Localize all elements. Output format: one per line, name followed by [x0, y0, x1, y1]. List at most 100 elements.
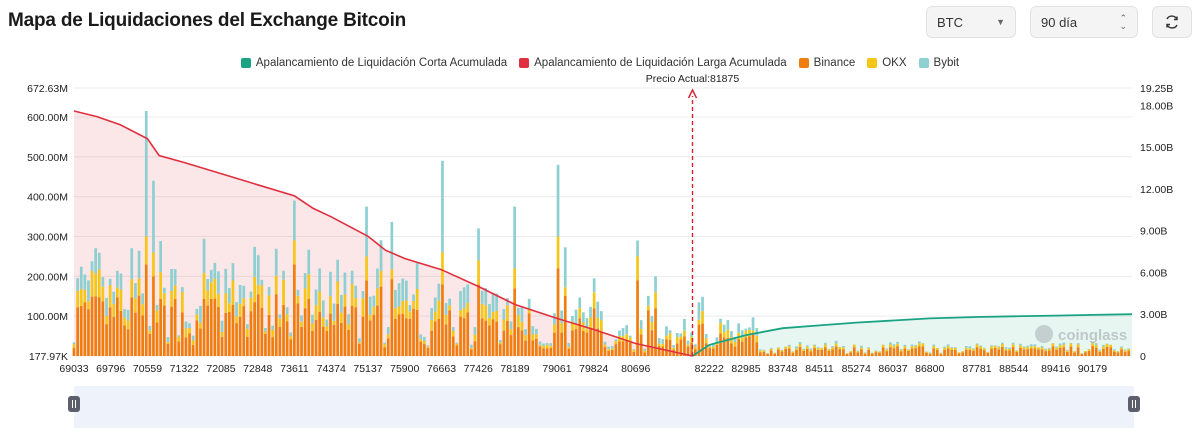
- bar-bybit: [119, 273, 123, 290]
- bar-okx: [488, 317, 491, 326]
- legend-label: OKX: [882, 57, 907, 69]
- bar-bybit: [325, 319, 329, 327]
- bar-okx: [441, 252, 444, 285]
- bar-okx: [477, 260, 480, 285]
- bar-okx: [1058, 345, 1062, 348]
- bar-binance: [361, 316, 365, 356]
- bar-okx: [340, 312, 343, 323]
- bar-binance: [148, 333, 152, 356]
- bar-okx: [141, 304, 144, 316]
- bar-bybit: [513, 206, 516, 269]
- bar-binance: [874, 352, 878, 356]
- legend-item[interactable]: Apalancamiento de Liquidación Corta Acum…: [240, 57, 507, 69]
- bar-bybit: [585, 318, 589, 329]
- bar-okx: [303, 288, 307, 309]
- legend-item[interactable]: Bybit: [918, 57, 959, 69]
- bar-binance: [737, 339, 740, 356]
- bar-bybit: [455, 342, 459, 344]
- bar-binance: [852, 347, 856, 356]
- bar-okx: [354, 298, 358, 308]
- legend-swatch: [918, 58, 929, 68]
- bar-binance: [1127, 350, 1131, 356]
- bar-okx: [444, 314, 448, 325]
- bar-binance: [347, 330, 350, 356]
- bar-bybit: [712, 344, 715, 347]
- bar-bybit: [975, 343, 979, 345]
- bar-okx: [1073, 351, 1076, 353]
- bar-binance: [213, 298, 217, 356]
- bar-binance: [105, 324, 108, 356]
- bar-bybit: [491, 292, 495, 312]
- bar-binance: [401, 313, 405, 356]
- range-slider[interactable]: [74, 386, 1134, 428]
- bar-okx: [982, 348, 986, 351]
- bar-binance: [126, 329, 130, 356]
- bar-okx: [329, 296, 332, 314]
- bar-okx: [683, 330, 686, 337]
- bar-bybit: [495, 293, 498, 311]
- bar-bybit: [336, 259, 339, 282]
- bar-okx: [712, 346, 715, 349]
- x-tick-label: 70559: [133, 363, 162, 375]
- bar-binance: [520, 330, 524, 356]
- bar-okx: [802, 349, 805, 351]
- slider-handle-left[interactable]: [68, 396, 80, 412]
- bar-binance: [1004, 350, 1008, 356]
- bar-binance: [596, 328, 600, 356]
- bar-binance: [769, 350, 773, 356]
- chart-legend: Apalancamiento de Liquidación Corta Acum…: [0, 57, 1200, 69]
- legend-item[interactable]: Apalancamiento de Liquidación Larga Acum…: [519, 57, 787, 69]
- bar-bybit: [480, 290, 484, 304]
- bar-bybit: [209, 269, 213, 283]
- range-select-value: 90 día: [1041, 14, 1078, 30]
- bar-binance: [437, 318, 441, 356]
- bar-binance: [397, 314, 401, 356]
- bar-binance: [1047, 350, 1051, 356]
- bar-binance: [311, 330, 314, 356]
- bar-binance: [498, 344, 502, 356]
- bar-binance: [488, 325, 491, 356]
- refresh-button[interactable]: [1152, 6, 1192, 38]
- slider-handle-right[interactable]: [1128, 396, 1140, 412]
- bar-bybit: [220, 320, 224, 332]
- bar-okx: [336, 281, 339, 304]
- bar-okx: [1080, 353, 1084, 354]
- bar-bybit: [358, 338, 361, 343]
- bar-bybit: [444, 303, 448, 315]
- bar-okx: [600, 320, 603, 332]
- bar-binance: [112, 316, 116, 356]
- range-select[interactable]: 90 día ⌃ ⌄: [1030, 6, 1138, 38]
- bar-binance: [773, 353, 777, 356]
- bar-binance: [170, 306, 173, 356]
- bar-binance: [379, 286, 383, 356]
- bar-bybit: [166, 337, 170, 342]
- bar-bybit: [813, 344, 816, 346]
- legend-item[interactable]: OKX: [867, 57, 907, 69]
- bar-binance: [513, 288, 516, 356]
- bar-okx: [957, 352, 961, 354]
- x-tick-label: 83748: [768, 363, 797, 375]
- bar-bybit: [188, 323, 191, 328]
- y-right-tick-label: 19.25B: [1140, 83, 1173, 95]
- bar-okx: [834, 343, 838, 347]
- bar-okx: [986, 352, 990, 353]
- coin-select[interactable]: BTC ▼: [926, 6, 1016, 38]
- bar-bybit: [787, 344, 791, 347]
- bar-bybit: [556, 164, 560, 237]
- bar-bybit: [498, 340, 502, 343]
- y-left-tick-label: 100.00M: [27, 311, 68, 323]
- bar-bybit: [1008, 347, 1011, 349]
- bar-okx: [76, 291, 79, 308]
- bar-bybit: [531, 326, 535, 335]
- bar-bybit: [982, 347, 986, 349]
- bar-bybit: [293, 200, 296, 241]
- legend-item[interactable]: Binance: [798, 57, 855, 69]
- bar-binance: [885, 351, 889, 356]
- bar-okx: [256, 284, 260, 295]
- bar-bybit: [473, 327, 477, 335]
- bar-bybit: [217, 271, 220, 294]
- bar-okx: [809, 349, 813, 352]
- bar-binance: [1102, 348, 1105, 356]
- bar-bybit: [397, 283, 401, 307]
